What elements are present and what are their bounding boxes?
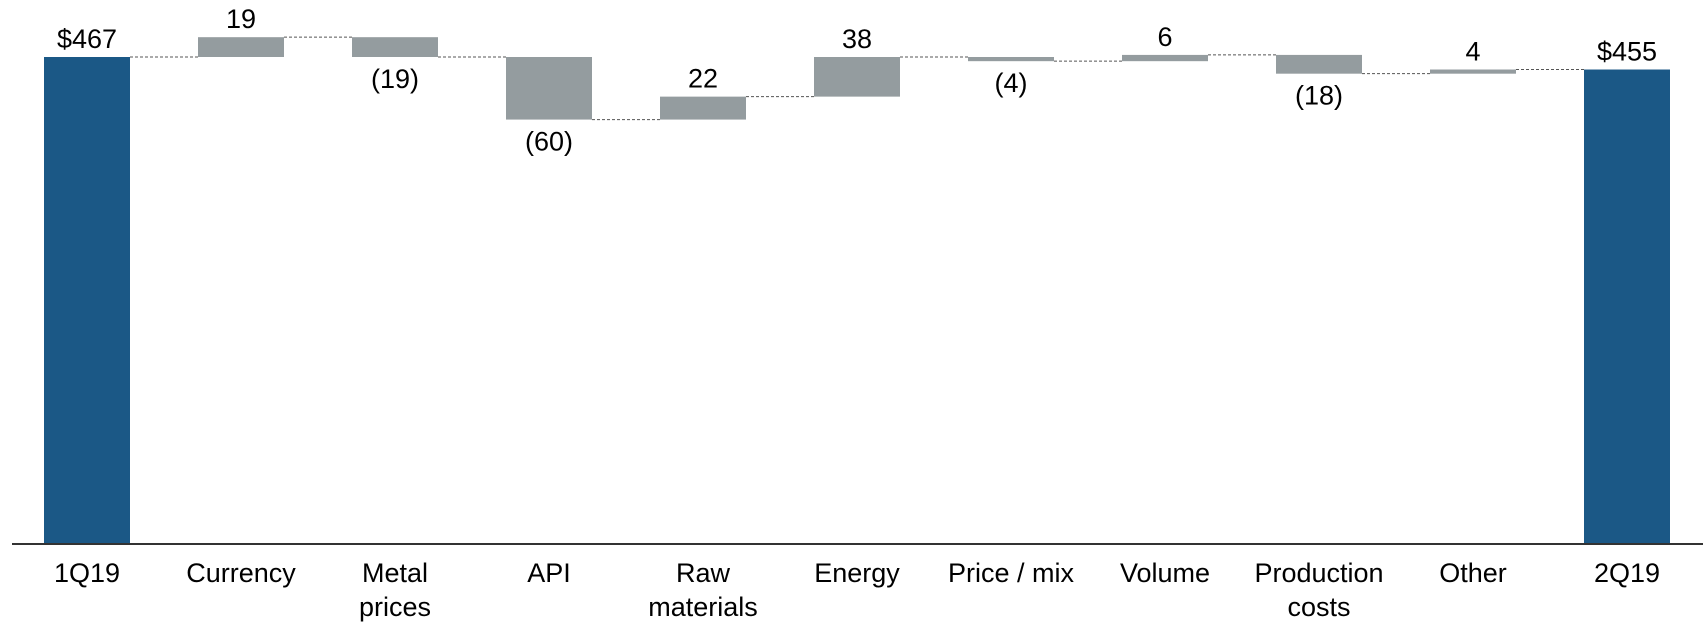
category-label: Other bbox=[1439, 558, 1507, 588]
value-label: 19 bbox=[226, 4, 256, 34]
value-label: 4 bbox=[1465, 37, 1480, 67]
value-label: (18) bbox=[1295, 81, 1343, 111]
category-label: 2Q19 bbox=[1594, 558, 1660, 588]
category-label: Metal prices bbox=[359, 558, 431, 622]
bar-other bbox=[1430, 69, 1516, 74]
bar-volume bbox=[1122, 54, 1208, 62]
value-label: (19) bbox=[371, 64, 419, 94]
category-labels-group: 1Q19 Currency Metal prices API Raw materials En… bbox=[54, 558, 1660, 622]
connector-lines bbox=[130, 36, 1584, 121]
value-label: 38 bbox=[842, 24, 872, 54]
bar-metal-prices bbox=[352, 37, 438, 57]
category-label: Price / mix bbox=[948, 558, 1075, 588]
bar-currency bbox=[198, 37, 284, 57]
category-label: Currency bbox=[186, 558, 296, 588]
category-label: Volume bbox=[1120, 558, 1210, 588]
bar-production-costs bbox=[1276, 54, 1362, 74]
bar-energy bbox=[814, 57, 900, 97]
category-label: Energy bbox=[814, 558, 900, 588]
value-label: (60) bbox=[525, 127, 573, 157]
value-labels-group: $467 19 (19) (60) 22 38 (4) 6 (18) 4 $455 bbox=[57, 4, 1657, 156]
category-label: Raw materials bbox=[648, 558, 758, 622]
bars-group bbox=[44, 37, 1670, 544]
value-label: 22 bbox=[688, 64, 718, 94]
value-label: $467 bbox=[57, 24, 117, 54]
bar-1q19 bbox=[44, 57, 130, 544]
category-label: Production costs bbox=[1254, 558, 1383, 622]
value-label: 6 bbox=[1157, 22, 1172, 52]
bar-api bbox=[506, 57, 592, 120]
bar-raw-materials bbox=[660, 96, 746, 120]
category-label: 1Q19 bbox=[54, 558, 120, 588]
bar-2q19 bbox=[1584, 69, 1670, 544]
category-label: API bbox=[527, 558, 571, 588]
bar-price-mix bbox=[968, 57, 1054, 62]
value-label: (4) bbox=[995, 68, 1028, 98]
value-label: $455 bbox=[1597, 37, 1657, 67]
